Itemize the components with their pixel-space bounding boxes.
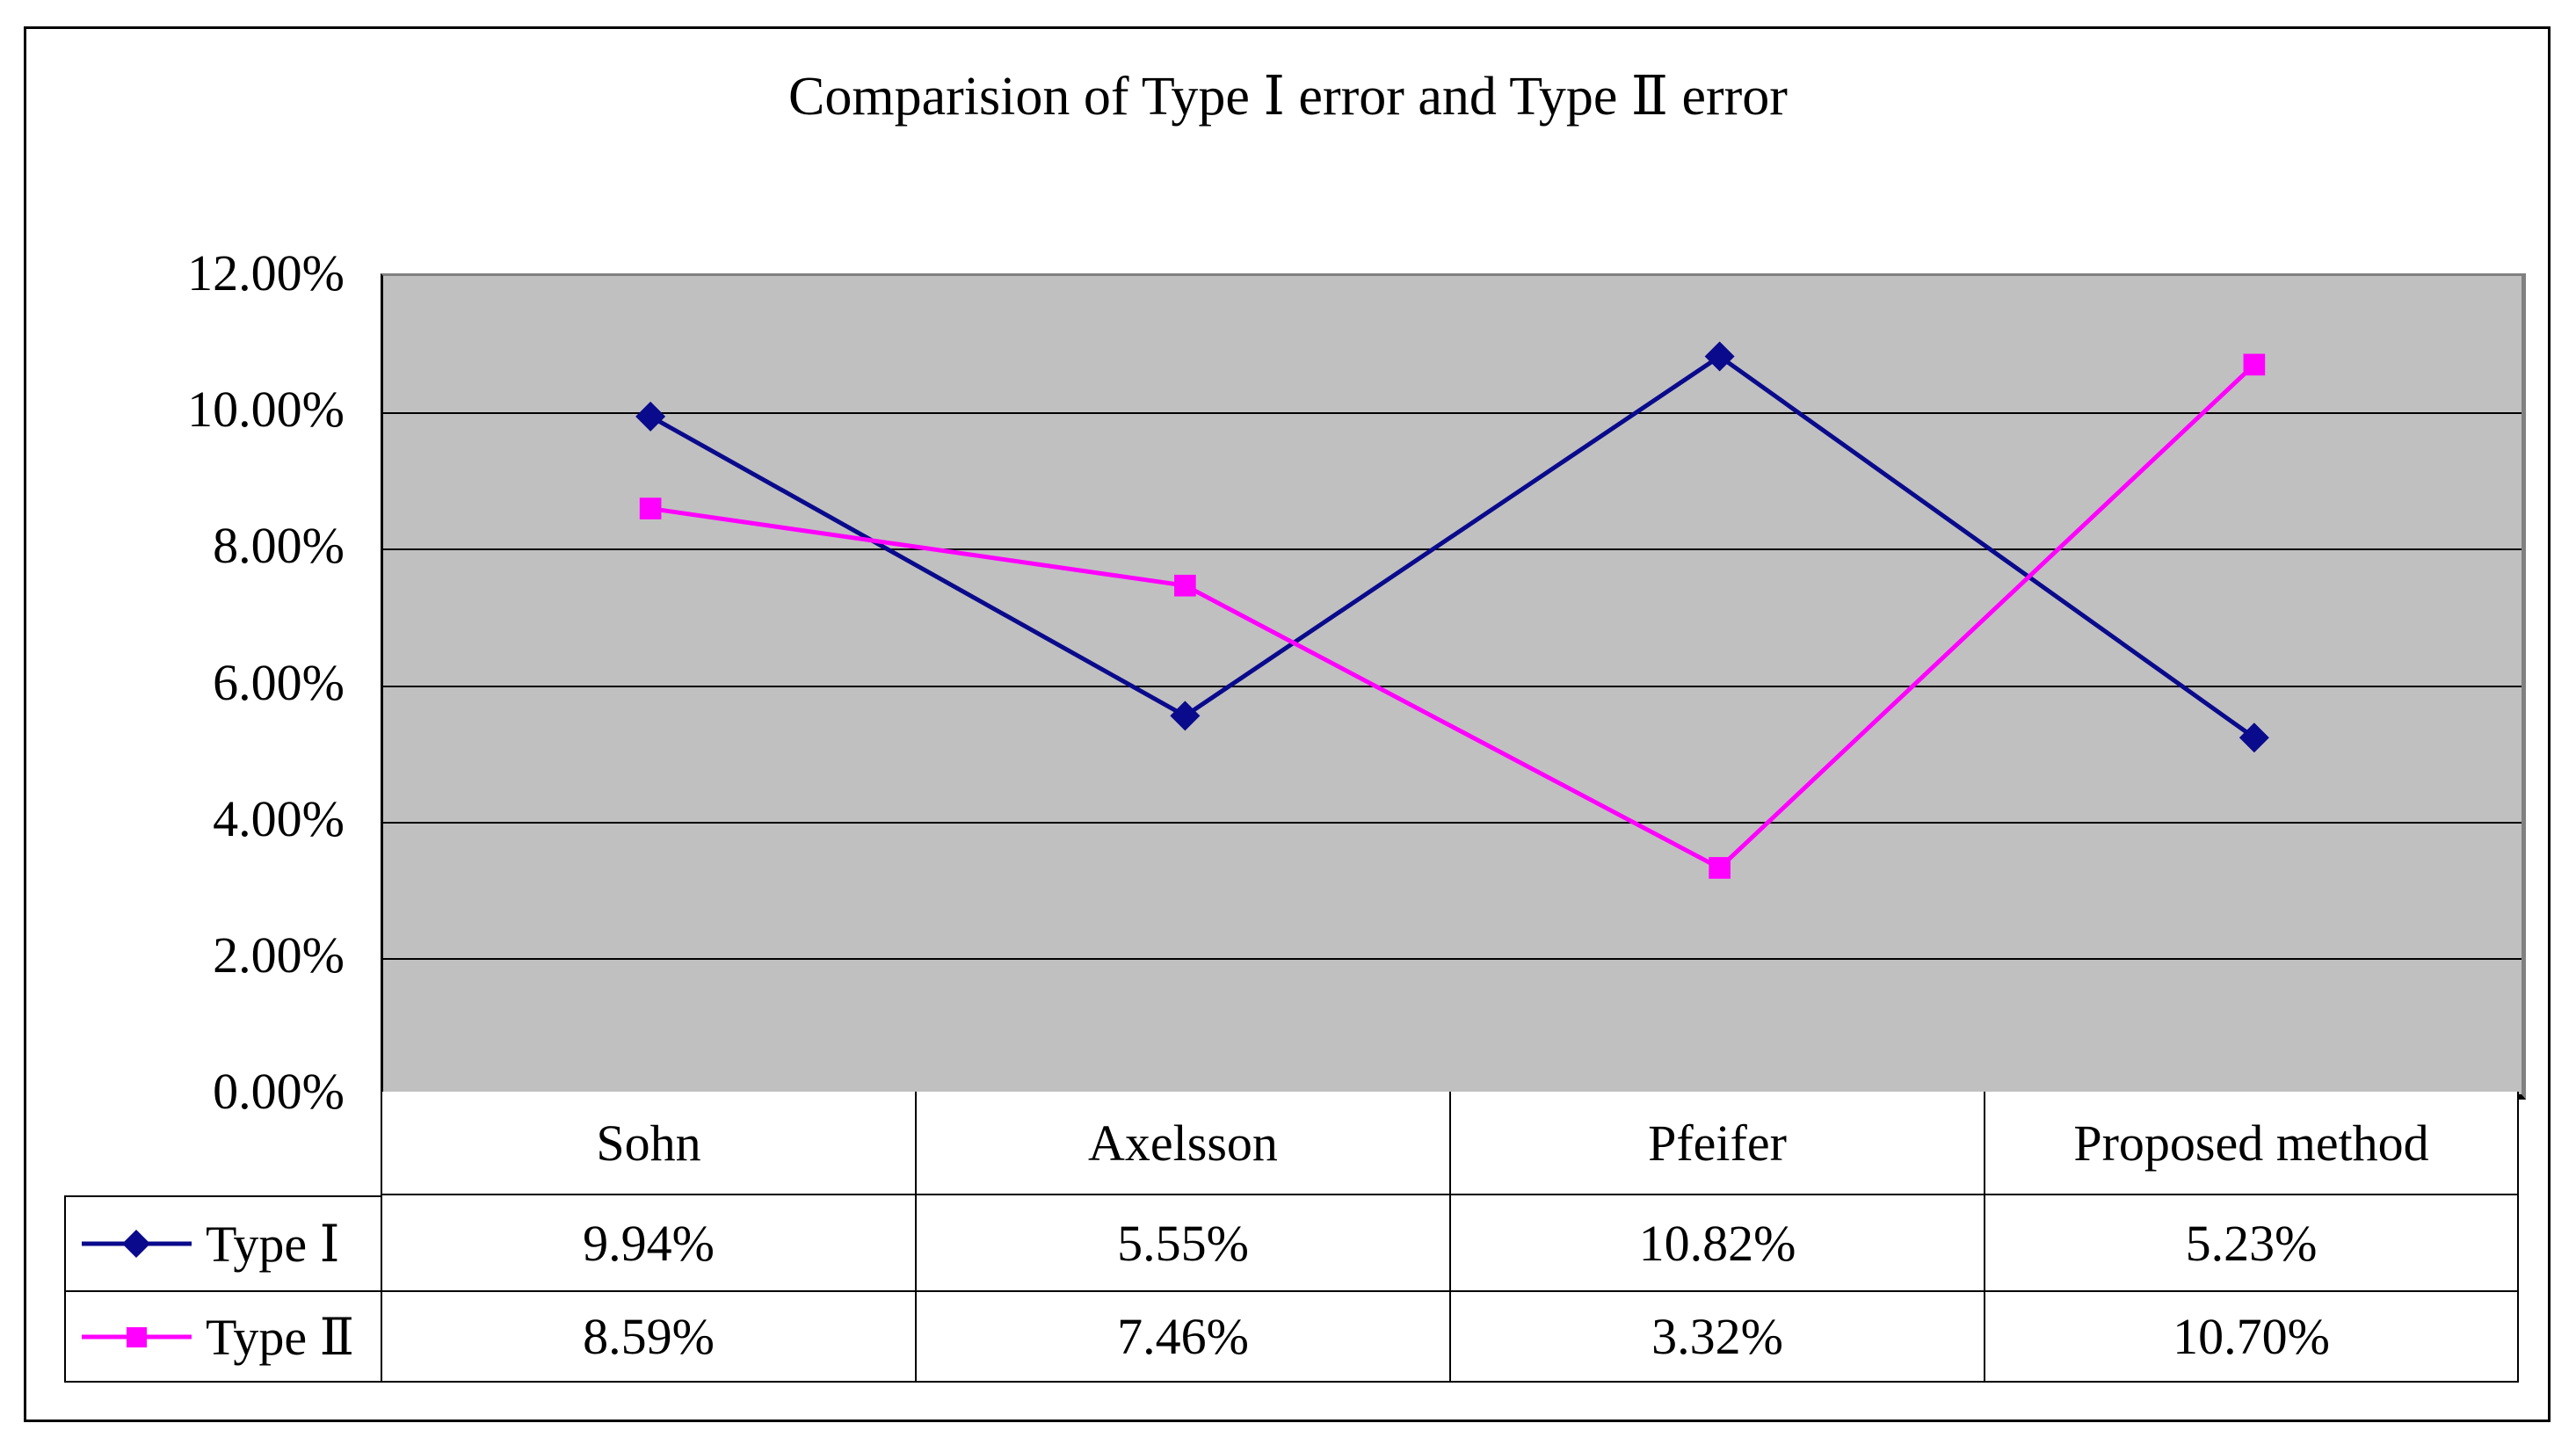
- y-axis-tick-label: 12.00%: [187, 244, 345, 301]
- gridline: [383, 548, 2522, 550]
- table-corner-blank: [64, 1092, 381, 1195]
- diamond-marker-icon: [1704, 341, 1735, 372]
- legend-diamond-key-icon: [82, 1230, 192, 1258]
- value-cell: 5.23%: [1984, 1195, 2519, 1292]
- diamond-marker-icon: [2239, 722, 2269, 753]
- legend-cell: Type Ⅰ: [64, 1195, 381, 1292]
- value-cell: 7.46%: [915, 1292, 1449, 1383]
- square-marker-icon: [1709, 857, 1731, 879]
- square-marker-icon: [1174, 574, 1196, 597]
- y-axis-tick-label: 10.00%: [187, 381, 345, 439]
- diamond-marker-icon: [635, 401, 666, 432]
- gridline: [383, 686, 2522, 687]
- chart-title: Comparision of Type Ⅰ error and Type Ⅱ e…: [788, 67, 1788, 127]
- gridline: [383, 412, 2522, 414]
- legend-series-label: Type Ⅰ: [206, 1216, 340, 1273]
- legend-series-label: Type Ⅱ: [206, 1308, 355, 1366]
- y-axis-tick-label: 6.00%: [213, 653, 345, 711]
- series-plot: [635, 341, 2269, 879]
- value-cell: 3.32%: [1449, 1292, 1984, 1383]
- value-cell: 10.70%: [1984, 1292, 2519, 1383]
- value-cell: 9.94%: [381, 1195, 915, 1292]
- category-header-cell: Pfeifer: [1449, 1092, 1984, 1195]
- data-table: Sohn Axelsson Pfeifer Proposed method Type Ⅰ…: [64, 1092, 2519, 1383]
- y-axis-tick-label: 0.00%: [213, 1063, 345, 1120]
- legend-cell: Type Ⅱ: [64, 1292, 381, 1383]
- y-axis-tick-label: 2.00%: [213, 926, 345, 984]
- value-cell: 10.82%: [1449, 1195, 1984, 1292]
- square-marker-icon: [639, 497, 662, 519]
- value-cell: 5.55%: [915, 1195, 1449, 1292]
- gridline: [383, 958, 2522, 960]
- diamond-marker-icon: [1170, 701, 1201, 731]
- series-line-square: [649, 363, 2256, 871]
- y-axis-tick-label: 8.00%: [213, 517, 345, 575]
- y-axis-tick-label: 4.00%: [213, 789, 345, 847]
- plot-area: [381, 273, 2526, 1100]
- category-header-cell: Proposed method: [1984, 1092, 2519, 1195]
- legend-square-key-icon: [82, 1326, 192, 1347]
- series-line-diamond: [649, 353, 2256, 740]
- value-cell: 8.59%: [381, 1292, 915, 1383]
- category-header-cell: Axelsson: [915, 1092, 1449, 1195]
- square-marker-icon: [2243, 353, 2266, 376]
- category-header-cell: Sohn: [381, 1092, 915, 1195]
- gridline: [383, 822, 2522, 824]
